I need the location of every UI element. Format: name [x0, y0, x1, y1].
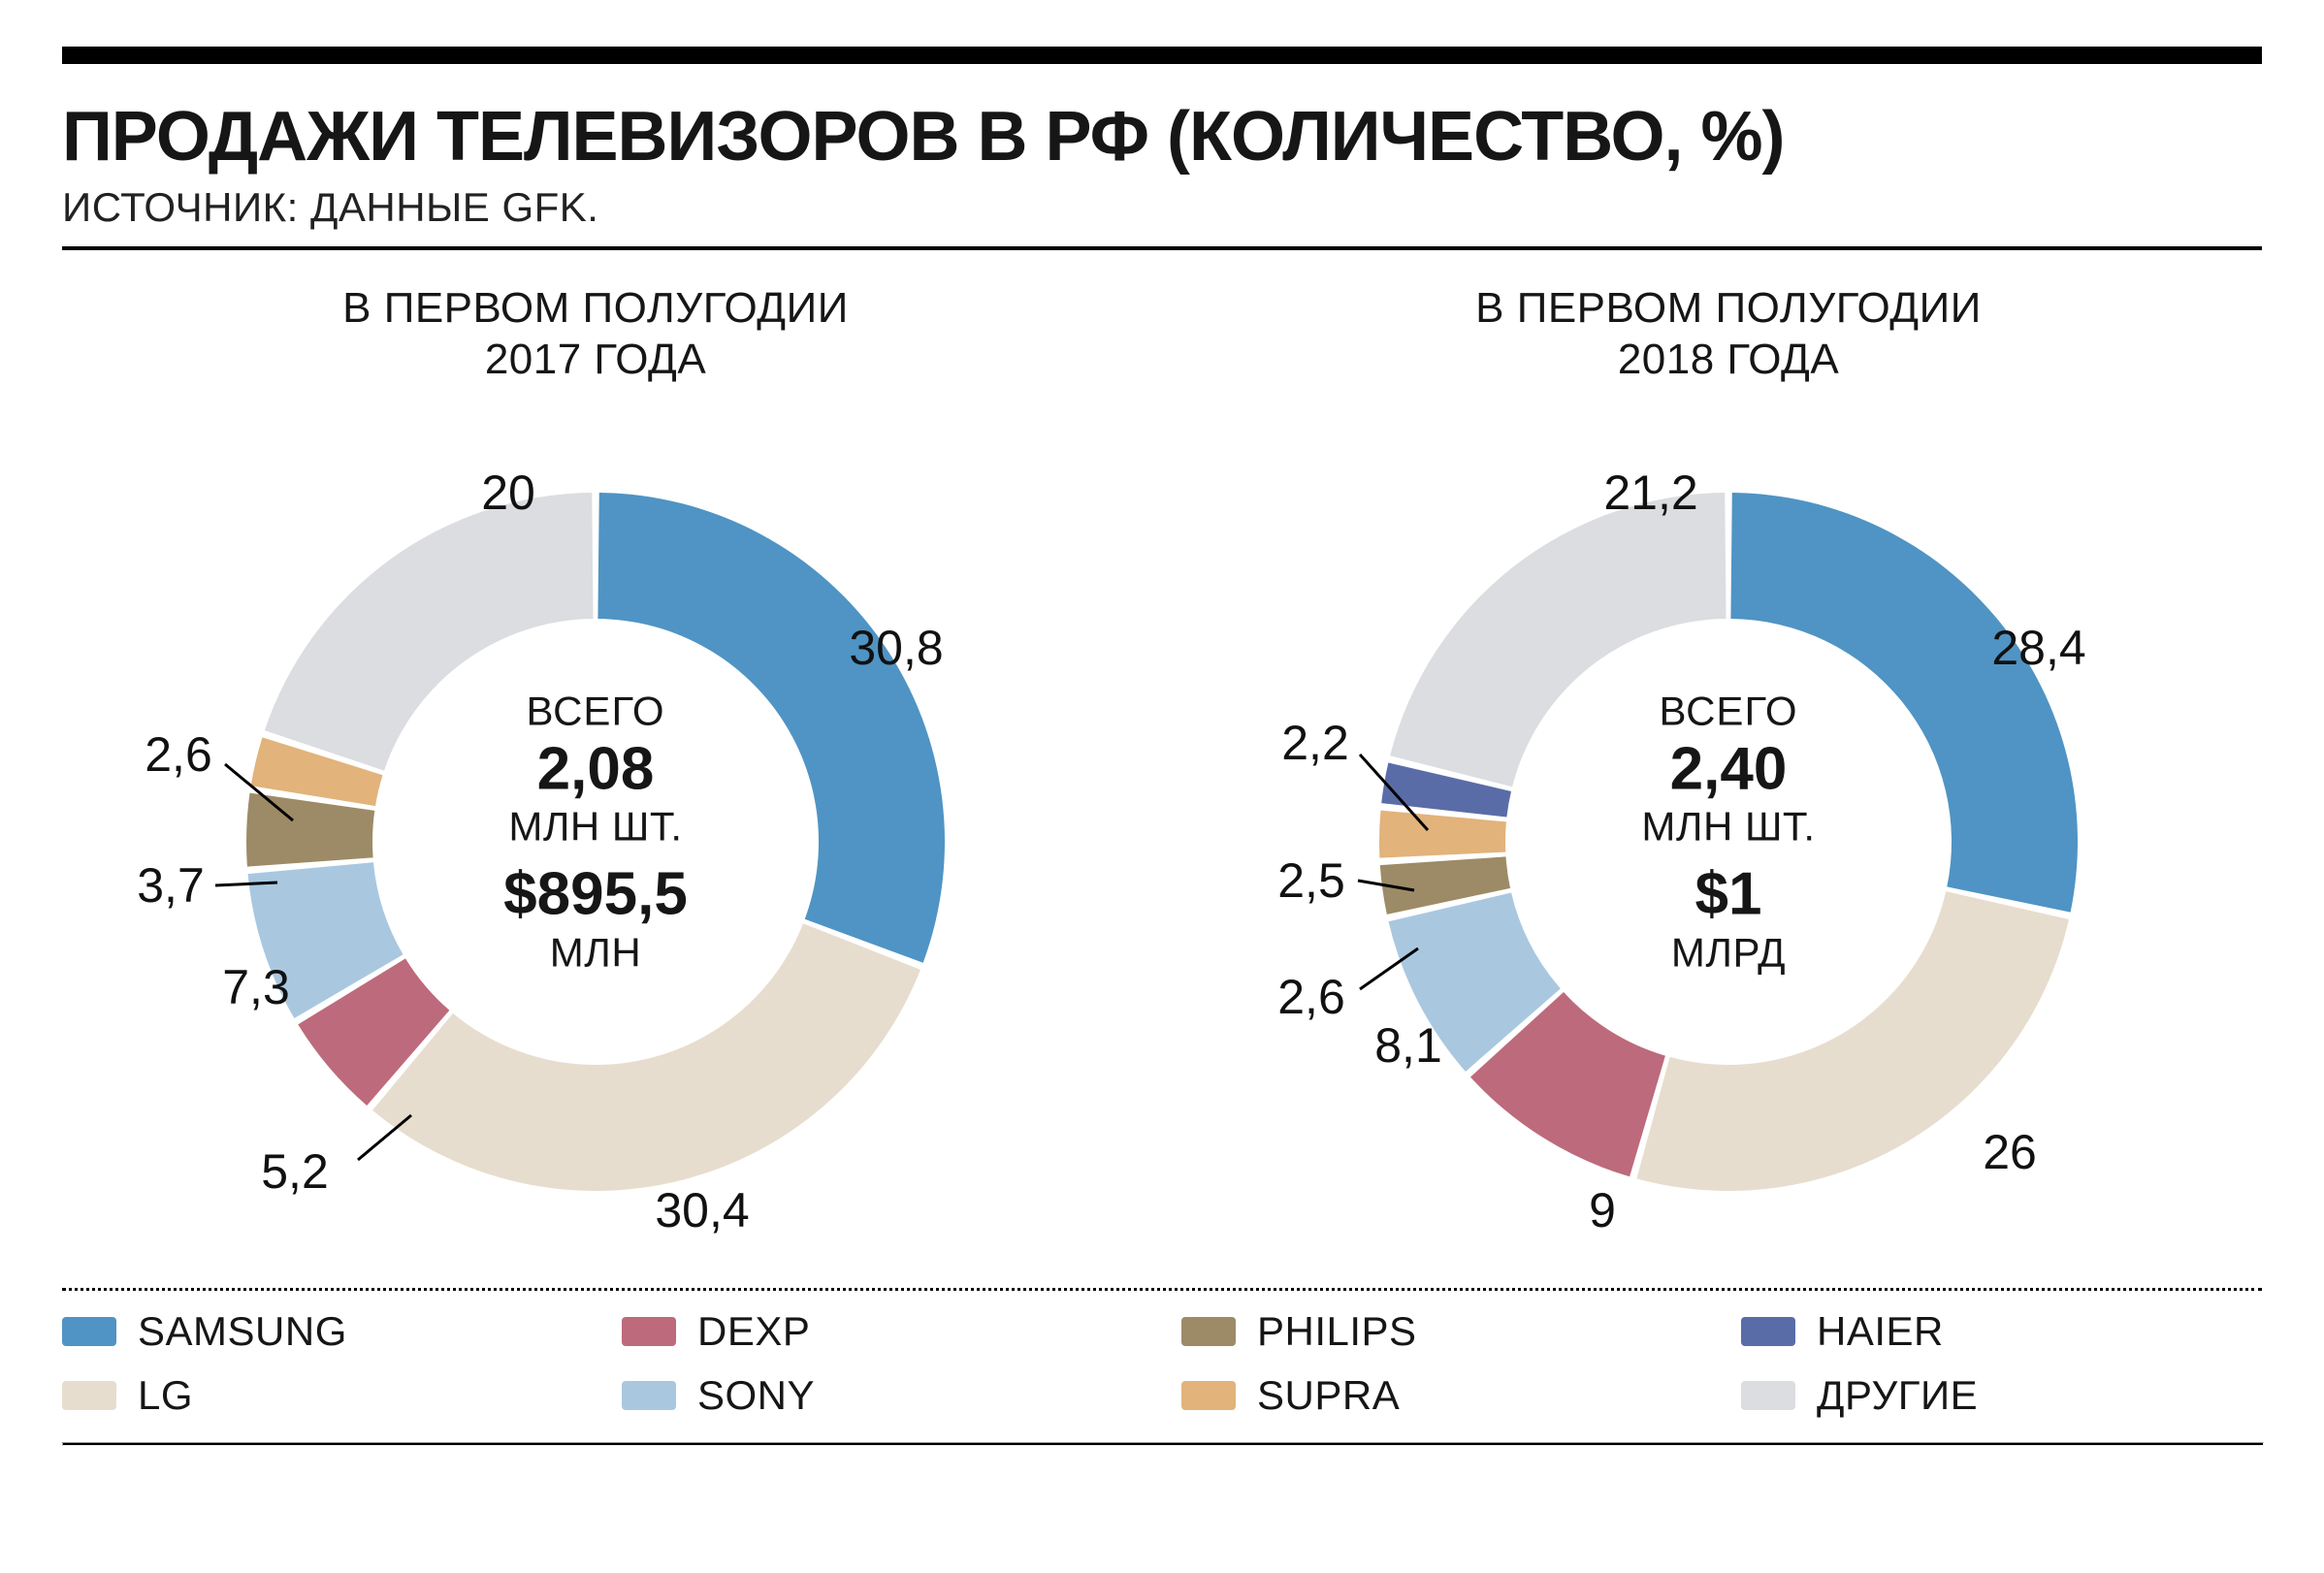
slice-label-philips: 3,7 — [137, 857, 205, 914]
page-title: ПРОДАЖИ ТЕЛЕВИЗОРОВ В РФ (КОЛИЧЕСТВО, %) — [62, 97, 2262, 177]
legend-swatch-samsung — [62, 1317, 116, 1346]
legend-swatch-dexp — [622, 1317, 676, 1346]
center-qty: 2,40 — [1641, 734, 1815, 803]
donut-center-2017: ВСЕГО 2,08 МЛН ШТ. $895,5 МЛН — [503, 688, 688, 976]
donut-center-2018: ВСЕГО 2,40 МЛН ШТ. $1 МЛРД — [1641, 688, 1815, 976]
center-money-unit: МЛРД — [1641, 929, 1815, 976]
slice-philips — [246, 792, 374, 866]
legend-swatch-sony — [622, 1381, 676, 1410]
legend-item-haier: HAIER — [1741, 1308, 2262, 1355]
slice-label-sony: 7,3 — [222, 959, 290, 1015]
chart-2018: В ПЕРВОМ ПОЛУГОДИИ 2018 ГОДА ВСЕГО 2,40 … — [1195, 283, 2262, 1259]
legend-swatch-haier — [1741, 1317, 1795, 1346]
slice-label-supra: 2,6 — [145, 726, 212, 783]
legend-item-other: ДРУГИЕ — [1741, 1372, 2262, 1419]
legend-item-supra: SUPRA — [1181, 1372, 1702, 1419]
legend-swatch-lg — [62, 1381, 116, 1410]
center-label: ВСЕГО — [503, 688, 688, 734]
legend-label-philips: PHILIPS — [1257, 1308, 1417, 1355]
legend-label-supra: SUPRA — [1257, 1372, 1400, 1419]
chart-title-line1: В ПЕРВОМ ПОЛУГОДИИ — [342, 284, 849, 332]
slice-label-samsung: 28,4 — [1991, 620, 2085, 676]
center-qty-unit: МЛН ШТ. — [1641, 803, 1815, 850]
slice-label-samsung: 30,8 — [849, 620, 943, 676]
slice-label-lg: 26 — [1983, 1124, 2037, 1180]
slice-label-other: 21,2 — [1603, 465, 1697, 521]
center-qty: 2,08 — [503, 734, 688, 803]
legend-swatch-supra — [1181, 1381, 1236, 1410]
slice-label-dexp: 9 — [1589, 1182, 1616, 1238]
center-money: $1 — [1641, 860, 1815, 929]
leader-dexp — [358, 1115, 411, 1160]
legend: SAMSUNG DEXP PHILIPS HAIER LG SONY SUPRA ДРУГИЕ — [62, 1308, 2262, 1419]
slice-supra — [1379, 810, 1506, 857]
source-line: ИСТОЧНИК: ДАННЫЕ GFK. — [62, 184, 2262, 231]
legend-label-samsung: SAMSUNG — [138, 1308, 347, 1355]
slice-label-sony: 8,1 — [1374, 1017, 1442, 1074]
title-rule — [62, 246, 2262, 250]
charts-row: В ПЕРВОМ ПОЛУГОДИИ 2017 ГОДА ВСЕГО 2,08 … — [62, 283, 2262, 1259]
center-money: $895,5 — [503, 860, 688, 929]
top-rule — [62, 47, 2262, 64]
center-qty-unit: МЛН ШТ. — [503, 803, 688, 850]
legend-item-sony: SONY — [622, 1372, 1143, 1419]
slice-label-supra: 2,5 — [1277, 852, 1345, 909]
legend-divider-bottom — [62, 1442, 2264, 1446]
legend-item-samsung: SAMSUNG — [62, 1308, 583, 1355]
chart-title-2017: В ПЕРВОМ ПОЛУГОДИИ 2017 ГОДА — [62, 283, 1129, 386]
chart-2017: В ПЕРВОМ ПОЛУГОДИИ 2017 ГОДА ВСЕГО 2,08 … — [62, 283, 1129, 1259]
legend-swatch-philips — [1181, 1317, 1236, 1346]
slice-label-philips: 2,6 — [1277, 969, 1345, 1025]
slice-label-dexp: 5,2 — [261, 1143, 329, 1200]
legend-label-lg: LG — [138, 1372, 193, 1419]
center-label: ВСЕГО — [1641, 688, 1815, 734]
legend-swatch-other — [1741, 1381, 1795, 1410]
legend-item-dexp: DEXP — [622, 1308, 1143, 1355]
chart-title-line2: 2018 ГОДА — [1618, 336, 1839, 383]
legend-label-dexp: DEXP — [697, 1308, 810, 1355]
legend-label-haier: HAIER — [1817, 1308, 1944, 1355]
chart-title-line1: В ПЕРВОМ ПОЛУГОДИИ — [1475, 284, 1982, 332]
slice-label-lg: 30,4 — [655, 1182, 749, 1238]
donut-2017: ВСЕГО 2,08 МЛН ШТ. $895,5 МЛН 30,8 30,4 5,… — [159, 405, 1032, 1259]
slice-label-other: 20 — [481, 465, 535, 521]
legend-item-philips: PHILIPS — [1181, 1308, 1702, 1355]
legend-label-other: ДРУГИЕ — [1817, 1372, 1978, 1419]
legend-divider-top — [62, 1288, 2262, 1291]
slice-label-haier: 2,2 — [1281, 715, 1349, 771]
legend-label-sony: SONY — [697, 1372, 815, 1419]
chart-title-line2: 2017 ГОДА — [485, 336, 706, 383]
center-money-unit: МЛН — [503, 929, 688, 976]
legend-item-lg: LG — [62, 1372, 583, 1419]
chart-title-2018: В ПЕРВОМ ПОЛУГОДИИ 2018 ГОДА — [1195, 283, 2262, 386]
donut-2018: ВСЕГО 2,40 МЛН ШТ. $1 МЛРД 28,42698,12,6… — [1292, 405, 2165, 1259]
